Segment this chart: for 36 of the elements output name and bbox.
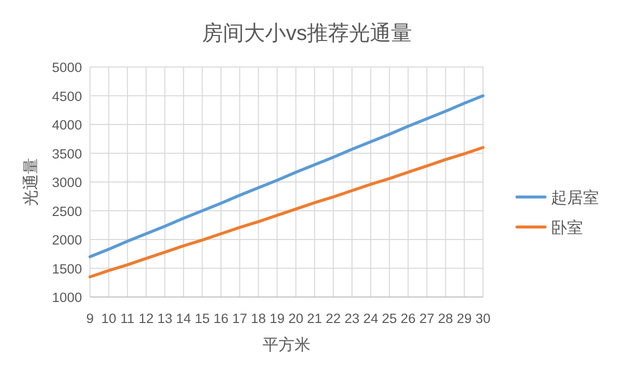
y-tick-label: 2000 (52, 232, 82, 248)
chart-title: 房间大小vs推荐光通量 (202, 22, 412, 45)
x-tick-label: 29 (456, 311, 472, 326)
x-tick-label: 21 (307, 311, 322, 326)
x-tick-label: 28 (438, 311, 454, 326)
y-tick-label: 5000 (52, 60, 82, 75)
y-tick-label: 1500 (52, 261, 82, 276)
y-axis-title: 光通量 (22, 158, 40, 206)
x-axis-title: 平方米 (262, 336, 310, 354)
x-tick-label: 10 (101, 311, 116, 326)
x-tick-label: 11 (120, 311, 134, 326)
y-tick-label: 4500 (52, 88, 82, 104)
y-tick-label: 2500 (52, 204, 82, 219)
legend-label: 卧室 (551, 219, 583, 237)
x-tick-label: 16 (213, 311, 229, 326)
legend-label: 起居室 (551, 189, 599, 207)
x-tick-label: 27 (419, 311, 434, 326)
x-tick-label: 23 (344, 311, 360, 326)
x-tick-label: 24 (363, 311, 379, 326)
x-tick-label: 9 (86, 311, 94, 326)
x-tick-label: 18 (250, 311, 266, 326)
x-tick-label: 17 (232, 311, 248, 326)
x-tick-label: 19 (270, 311, 285, 326)
y-tick-label: 1000 (52, 290, 82, 305)
x-tick-label: 22 (326, 311, 341, 326)
y-tick-label: 4000 (52, 118, 82, 132)
x-tick-label: 13 (157, 311, 172, 326)
x-tick-label: 30 (475, 311, 491, 326)
x-tick-label: 20 (288, 311, 304, 326)
x-tick-label: 14 (176, 311, 192, 326)
x-tick-label: 15 (194, 311, 210, 326)
x-tick-label: 26 (400, 311, 416, 326)
x-tick-label: 25 (382, 311, 397, 326)
x-tick-label: 12 (138, 311, 154, 326)
y-tick-label: 3500 (52, 146, 82, 162)
y-tick-label: 3000 (52, 175, 82, 190)
